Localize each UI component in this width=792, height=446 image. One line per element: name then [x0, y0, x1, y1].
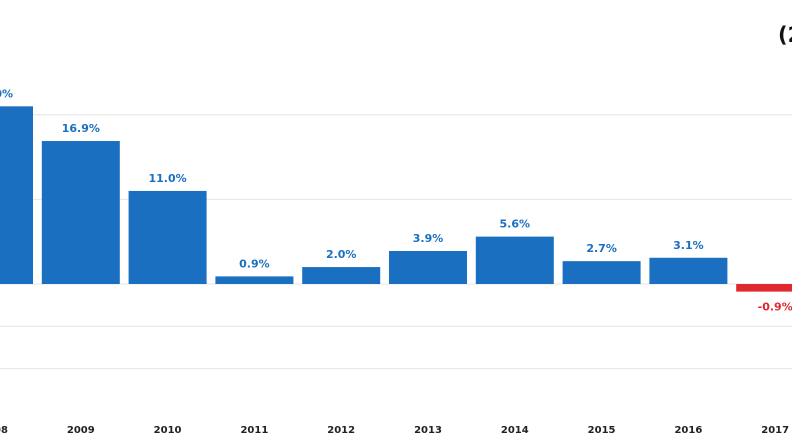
value-label: 16.9%: [62, 122, 100, 135]
x-tick-label: 2012: [327, 425, 355, 436]
bar: [0, 106, 33, 284]
x-tick-label: 2009: [67, 425, 95, 436]
bar: [302, 267, 381, 284]
x-tick-label: 2013: [414, 425, 442, 436]
value-label: 11.0%: [149, 172, 187, 185]
x-tick-label: 2010: [154, 425, 182, 436]
value-label: 3.9%: [413, 232, 444, 245]
x-tick-label: 2011: [240, 425, 268, 436]
chart-title: التغير السنوي للرقم القياسي للإيجار المد…: [778, 23, 792, 48]
bar: [736, 284, 792, 292]
value-label: 3.1%: [673, 239, 704, 252]
value-label: 2.7%: [586, 242, 617, 255]
bar: [41, 141, 120, 284]
value-label: -0.9%: [758, 301, 792, 314]
bar: [128, 190, 207, 284]
x-tick-label: 2015: [588, 425, 616, 436]
bar: [389, 251, 467, 284]
value-label: 2.0%: [326, 248, 357, 261]
value-label: 0.9%: [239, 257, 270, 270]
bar: [649, 257, 728, 284]
x-tick-label: 2017: [761, 425, 789, 436]
bar: [215, 276, 294, 284]
x-tick-label: 2014: [501, 425, 529, 436]
x-tick-label: 2016: [674, 425, 702, 436]
x-tick-label: 2008: [0, 425, 8, 436]
value-label: 5.6%: [500, 218, 531, 231]
bar: [475, 236, 554, 284]
value-label: 21.0%: [0, 87, 13, 100]
bar: [562, 261, 641, 284]
